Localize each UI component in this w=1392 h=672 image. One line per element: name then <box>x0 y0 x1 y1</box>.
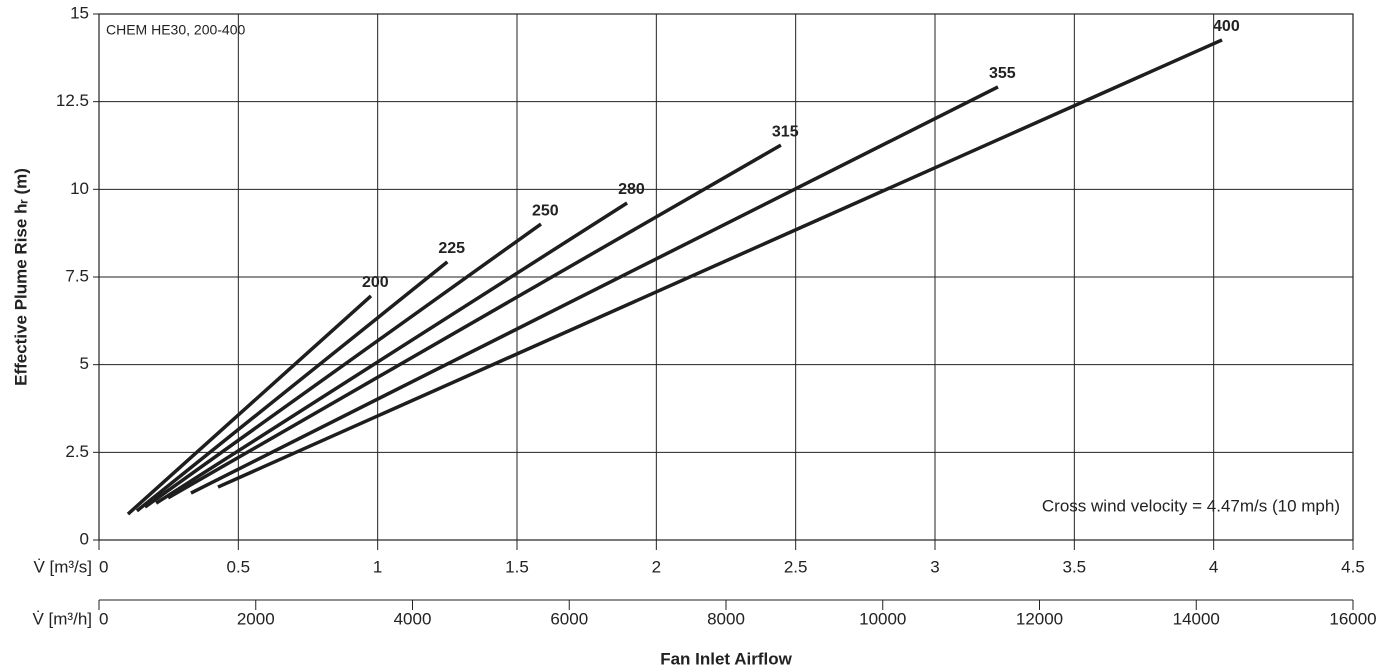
y-tick-label: 15 <box>70 3 89 22</box>
x-axis-label: V̇ [m³/s] <box>33 557 92 576</box>
y-tick-label: 0 <box>80 529 89 548</box>
y-tick-label: 7.5 <box>65 266 89 285</box>
y-axis-title: Effective Plume Rise hᵣ (m) <box>11 168 30 386</box>
series-line <box>190 85 999 495</box>
series-label: 315 <box>772 123 799 140</box>
series-line <box>135 260 449 513</box>
y-tick-label: 12.5 <box>56 91 89 110</box>
y-tick-label: 10 <box>70 179 89 198</box>
x-tick-label: 1 <box>373 557 382 576</box>
x-tick-label: 2.5 <box>784 557 808 576</box>
x2-tick-label: 4000 <box>394 609 432 628</box>
x2-tick-label: 10000 <box>859 609 906 628</box>
x-axis-title: Fan Inlet Airflow <box>660 649 792 668</box>
series-label: 250 <box>532 202 559 219</box>
x2-tick-label: 12000 <box>1016 609 1063 628</box>
chart-annotation: CHEM HE30, 200-400 <box>106 22 246 38</box>
series-line <box>217 38 1223 489</box>
series-label: 355 <box>989 65 1016 82</box>
x-tick-label: 0.5 <box>227 557 251 576</box>
y-tick-label: 2.5 <box>65 442 89 461</box>
x2-tick-label: 8000 <box>707 609 745 628</box>
series-line <box>167 143 782 500</box>
series-line <box>155 201 629 505</box>
x2-axis-label: V̇ [m³/h] <box>32 609 92 628</box>
x2-tick-label: 6000 <box>550 609 588 628</box>
x2-tick-label: 0 <box>99 609 108 628</box>
x-tick-label: 2 <box>652 557 661 576</box>
x2-tick-label: 16000 <box>1329 609 1376 628</box>
x2-tick-label: 2000 <box>237 609 275 628</box>
x2-tick-label: 14000 <box>1173 609 1220 628</box>
x-tick-label: 4 <box>1209 557 1218 576</box>
series-label: 200 <box>362 274 389 291</box>
x-tick-label: 1.5 <box>505 557 529 576</box>
x-tick-label: 4.5 <box>1341 557 1365 576</box>
x-tick-label: 3.5 <box>1063 557 1087 576</box>
chart-annotation: Cross wind velocity = 4.47m/s (10 mph) <box>1042 496 1340 515</box>
series-line <box>143 222 542 509</box>
x-tick-label: 3 <box>930 557 939 576</box>
series-label: 400 <box>1213 18 1240 35</box>
x-tick-label: 0 <box>99 557 108 576</box>
series-label: 280 <box>618 181 645 198</box>
series-line <box>126 294 373 516</box>
y-tick-label: 5 <box>80 354 89 373</box>
series-label: 225 <box>438 240 465 257</box>
